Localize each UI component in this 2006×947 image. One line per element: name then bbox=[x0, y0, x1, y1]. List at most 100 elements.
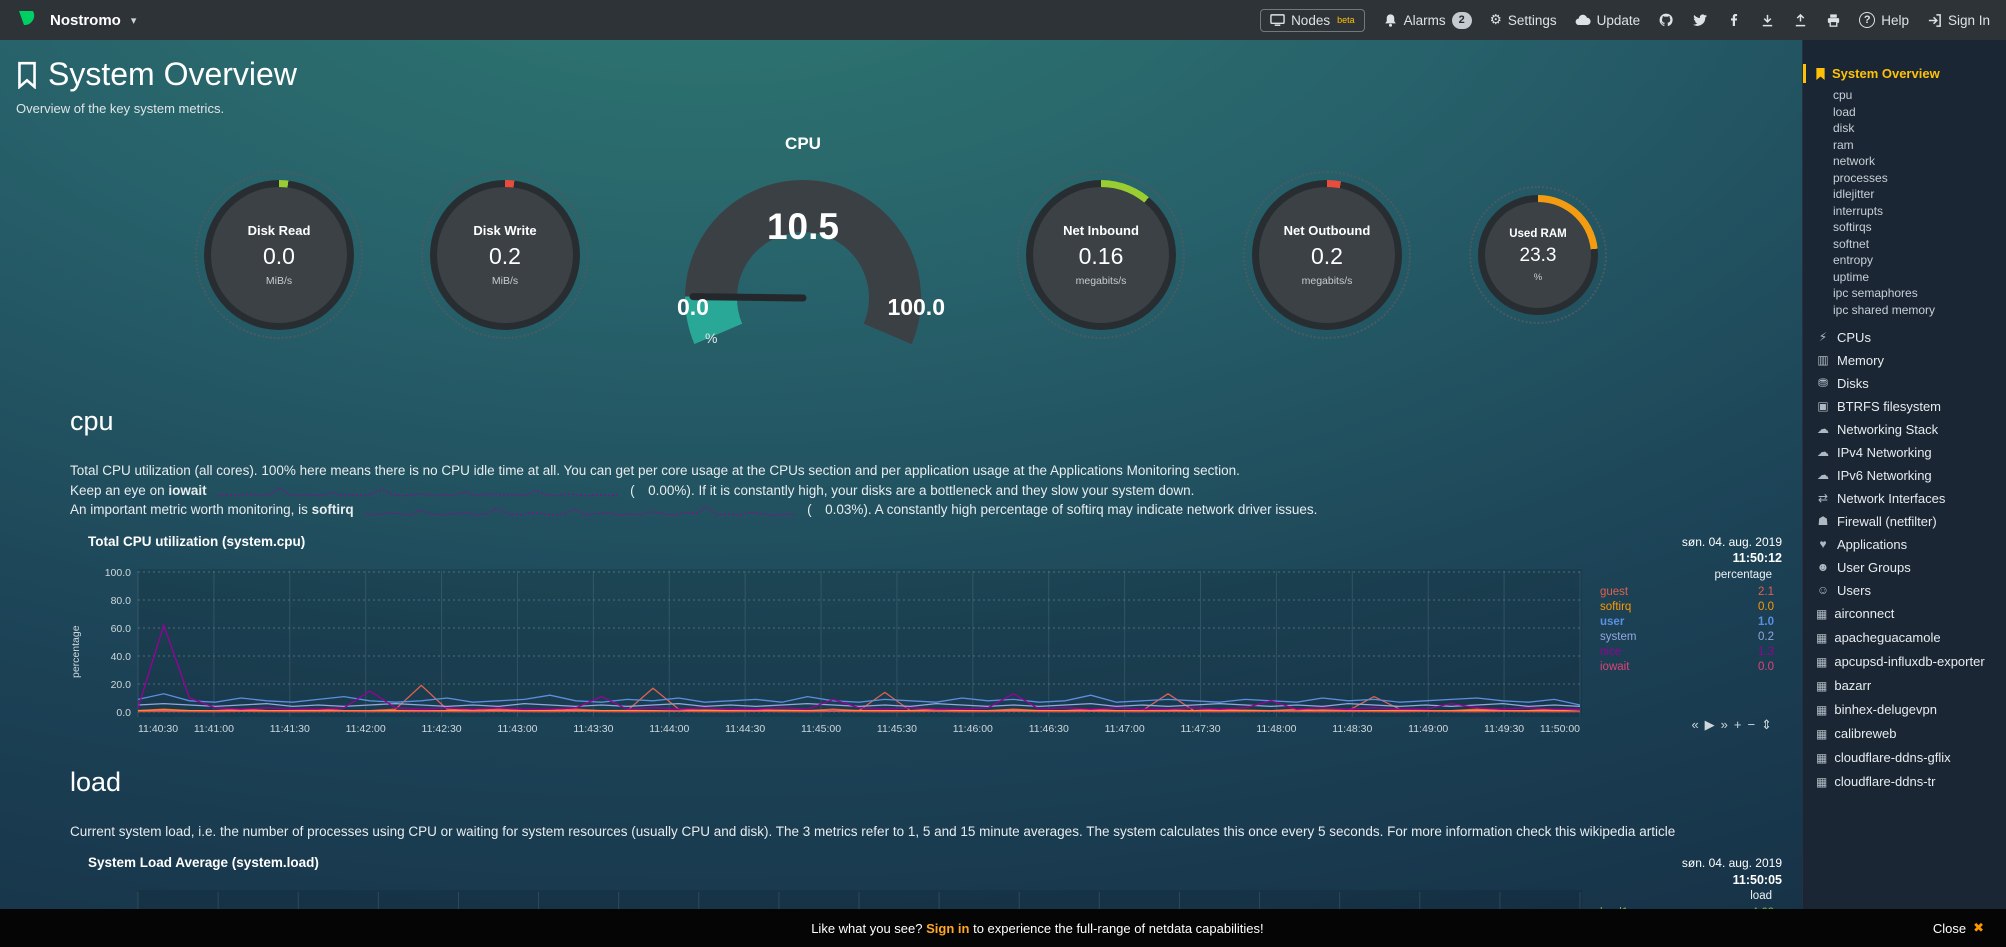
update-button[interactable]: Update bbox=[1575, 13, 1640, 28]
sidebar-item-cpus[interactable]: ⚡ CPUs bbox=[1803, 326, 2000, 349]
play-icon[interactable]: ▶ bbox=[1704, 716, 1717, 732]
sidebar-item-load[interactable]: load bbox=[1833, 104, 1856, 119]
close-icon: ✖ bbox=[1973, 920, 1984, 935]
sidebar-item-ram[interactable]: ram bbox=[1833, 137, 1854, 152]
gauge-net-outbound[interactable]: Net Outbound 0.2 megabits/s bbox=[1243, 171, 1411, 339]
sidebar-item-apacheguacamole[interactable]: ▦ apacheguacamole bbox=[1816, 630, 1941, 645]
svg-text:11:42:00: 11:42:00 bbox=[346, 723, 386, 735]
sidebar-item-calibreweb[interactable]: ▦ calibreweb bbox=[1816, 726, 1897, 741]
gauge-used-ram[interactable]: Used RAM 23.3 % bbox=[1469, 186, 1607, 324]
grid-icon: ▦ bbox=[1816, 775, 1828, 789]
sidebar-item-apcupsd-influxdb-exporter[interactable]: ▦ apcupsd-influxdb-exporter bbox=[1816, 654, 1985, 669]
svg-text:11:48:30: 11:48:30 bbox=[1332, 723, 1372, 735]
svg-text:11:41:30: 11:41:30 bbox=[270, 723, 310, 735]
sidebar-item-idlejitter[interactable]: idlejitter bbox=[1833, 187, 1875, 201]
banner-signin-link[interactable]: Sign in bbox=[926, 920, 970, 936]
sidebar-item-softnet[interactable]: softnet bbox=[1833, 236, 1870, 251]
pan-backward-icon[interactable]: « bbox=[1691, 716, 1701, 732]
twitter-button[interactable] bbox=[1692, 12, 1708, 28]
svg-text:11:50:00: 11:50:00 bbox=[1540, 723, 1580, 735]
grid-icon: ▦ bbox=[1816, 751, 1828, 765]
help-icon: ? bbox=[1859, 12, 1876, 28]
gauge-net-inbound[interactable]: Net Inbound 0.16 megabits/s bbox=[1017, 171, 1185, 339]
softirq-sparkline[interactable] bbox=[365, 503, 796, 518]
sidebar-item-cloudflare-ddns-tr[interactable]: ▦ cloudflare-ddns-tr bbox=[1816, 774, 1936, 789]
sidebar-item-disk[interactable]: disk bbox=[1833, 121, 1855, 135]
sidebar-item-softirqs[interactable]: softirqs bbox=[1833, 220, 1872, 234]
signin-button[interactable]: Sign In bbox=[1927, 13, 1990, 28]
chart-title: Total CPU utilization (system.cpu) bbox=[88, 533, 306, 549]
iowait-sparkline[interactable] bbox=[218, 484, 619, 499]
chevron-down-icon[interactable]: ▾ bbox=[130, 14, 137, 27]
sidebar-item-disks[interactable]: ⛃ Disks bbox=[1803, 372, 2000, 395]
print-button[interactable] bbox=[1826, 13, 1841, 28]
sidebar-item-entropy[interactable]: entropy bbox=[1833, 253, 1874, 267]
banner-close-button[interactable]: Close ✖ bbox=[1933, 920, 1984, 936]
sidebar-item-user-groups[interactable]: ☻ User Groups bbox=[1803, 556, 2000, 579]
iowait-line: Keep an eye on iowait ( 0.00%). If it is… bbox=[70, 481, 1782, 501]
github-button[interactable] bbox=[1658, 12, 1674, 28]
sidebar-item-memory[interactable]: ▥ Memory bbox=[1803, 349, 2000, 372]
banner-text: Like what you see? Sign in to experience… bbox=[811, 920, 1264, 936]
sidebar-sections: ⚡ CPUs ▥ Memory ⛃ Disks ▣ BTRFS filesystem ☁ Netw… bbox=[1803, 326, 2000, 602]
settings-button[interactable]: ⚙ Settings bbox=[1490, 12, 1557, 28]
sidebar-item-firewall-netfilter-[interactable]: ☗ Firewall (netfilter) bbox=[1803, 510, 2000, 533]
legend-item-nice[interactable]: nice 1.3 bbox=[1600, 645, 1774, 658]
sidebar-item-processes[interactable]: processes bbox=[1833, 170, 1888, 185]
sidebar-item-ipv4-networking[interactable]: ☁ IPv4 Networking bbox=[1803, 441, 2000, 464]
legend-item-iowait[interactable]: iowait 0.0 bbox=[1600, 660, 1774, 673]
bell-icon bbox=[1384, 13, 1396, 27]
sidebar-item-uptime[interactable]: uptime bbox=[1833, 269, 1870, 284]
facebook-button[interactable] bbox=[1726, 12, 1742, 28]
sidebar-item-bazarr[interactable]: ▦ bazarr bbox=[1816, 678, 1872, 693]
sidebar-item-networking-stack[interactable]: ☁ Networking Stack bbox=[1803, 418, 2000, 441]
legend-item-system[interactable]: system 0.2 bbox=[1600, 630, 1774, 643]
load-section-heading: load bbox=[70, 766, 122, 797]
legend-item-softirq[interactable]: softirq 0.0 bbox=[1600, 600, 1774, 613]
sidebar-item-airconnect[interactable]: ▦ airconnect bbox=[1816, 606, 1895, 621]
sidebar-item-applications[interactable]: ♥ Applications bbox=[1803, 533, 2000, 556]
chart-plot-area[interactable]: 11:40:30 11:41:00 11:41:30 11:42:00 11:42:30… bbox=[88, 567, 1586, 737]
gauge-unit: % bbox=[1533, 271, 1543, 283]
sidebar-item-ipc-shared-memory[interactable]: ipc shared memory bbox=[1833, 302, 1936, 317]
nodes-button[interactable]: Nodes beta bbox=[1260, 8, 1365, 32]
sidebar-item-ipc-semaphores[interactable]: ipc semaphores bbox=[1833, 286, 1918, 300]
zoom-in-icon[interactable]: + bbox=[1733, 716, 1744, 732]
pan-forward-icon[interactable]: » bbox=[1720, 716, 1730, 732]
gauge-disk-read[interactable]: Disk Read 0.0 MiB/s bbox=[195, 171, 363, 339]
svg-text:60.0: 60.0 bbox=[111, 623, 132, 635]
sidebar-item-interrupts[interactable]: interrupts bbox=[1833, 203, 1884, 218]
legend-item-user[interactable]: user 1.0 bbox=[1600, 615, 1774, 628]
sidebar-item-cpu[interactable]: cpu bbox=[1833, 88, 1853, 102]
sidebar-item-ipv6-networking[interactable]: ☁ IPv6 Networking bbox=[1803, 464, 2000, 487]
sidebar-item-network[interactable]: network bbox=[1833, 154, 1876, 168]
sidebar-item-cloudflare-ddns-gflix[interactable]: ▦ cloudflare-ddns-gflix bbox=[1816, 750, 1951, 765]
svg-text:11:43:00: 11:43:00 bbox=[497, 723, 537, 735]
memory-icon: ▥ bbox=[1817, 353, 1829, 367]
wikipedia-link[interactable]: this wikipedia article bbox=[1555, 823, 1676, 839]
gauge-disk-write[interactable]: Disk Write 0.2 MiB/s bbox=[421, 171, 589, 339]
topbar: Nostromo ▾ Nodes beta Alarms 2 ⚙ Settings… bbox=[0, 0, 2006, 40]
export-button[interactable] bbox=[1793, 13, 1808, 28]
svg-text:11:47:30: 11:47:30 bbox=[1180, 723, 1220, 735]
alarms-button[interactable]: Alarms 2 bbox=[1383, 11, 1472, 29]
import-button[interactable] bbox=[1760, 13, 1775, 28]
svg-text:11:46:30: 11:46:30 bbox=[1029, 723, 1069, 735]
zoom-out-icon[interactable]: − bbox=[1747, 716, 1758, 732]
help-button[interactable]: ? Help bbox=[1859, 12, 1909, 28]
legend-item-guest[interactable]: guest 2.1 bbox=[1600, 585, 1774, 598]
sidebar-item-users[interactable]: ☺ Users bbox=[1803, 579, 2000, 602]
sidebar-item-system-overview[interactable]: System Overview bbox=[1803, 64, 2000, 83]
sidebar-item-btrfs-filesystem[interactable]: ▣ BTRFS filesystem bbox=[1803, 395, 2000, 418]
gauge-label: Net Outbound bbox=[1283, 223, 1371, 238]
resize-icon[interactable]: ⇕ bbox=[1761, 716, 1774, 732]
help-label: Help bbox=[1881, 12, 1909, 28]
cpu-utilization-chart[interactable]: Total CPU utilization (system.cpu) søn. … bbox=[70, 534, 1782, 737]
svg-text:11:43:30: 11:43:30 bbox=[573, 723, 613, 735]
sidebar-item-binhex-delugevpn[interactable]: ▦ binhex-delugevpn bbox=[1816, 702, 1937, 717]
grid-icon: ▦ bbox=[1816, 679, 1828, 693]
sidebar-item-network-interfaces[interactable]: ⇄ Network Interfaces bbox=[1803, 487, 2000, 510]
node-name-dropdown[interactable]: Nostromo bbox=[50, 11, 121, 29]
cpu-gauge-dial bbox=[685, 180, 921, 345]
cpu-gauge[interactable]: CPU 10.5 0.0 100.0 % bbox=[647, 134, 959, 376]
